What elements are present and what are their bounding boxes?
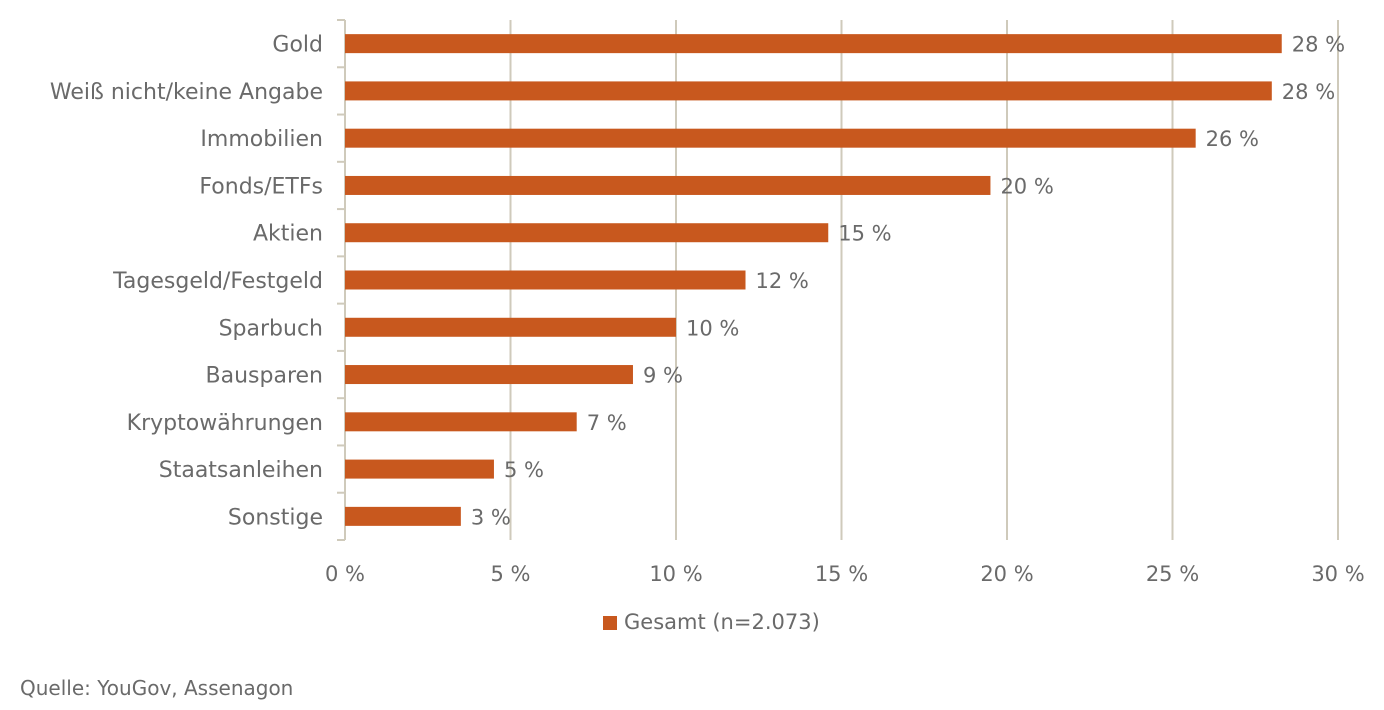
bar [345, 365, 633, 385]
value-label: 28 % [1292, 33, 1345, 57]
legend: Gesamt (n=2.073) [603, 610, 820, 634]
value-label: 10 % [686, 316, 739, 340]
value-label: 7 % [587, 411, 627, 435]
category-label: Immobilien [200, 127, 323, 152]
bar [345, 412, 577, 432]
value-label: 20 % [1000, 174, 1053, 198]
source-note: Quelle: YouGov, Assenagon [20, 676, 294, 700]
grid-lines [509, 20, 1339, 540]
category-labels: Gold Weiß nicht/keine Angabe Immobilien Fon… [50, 33, 323, 531]
category-label: Bausparen [206, 364, 323, 389]
x-tick-label: 0 % [325, 562, 365, 586]
category-label: Tagesgeld/Festgeld [112, 269, 323, 294]
category-label: Aktien [253, 222, 323, 247]
category-label: Sonstige [228, 505, 323, 530]
bar [345, 270, 746, 290]
bar [345, 34, 1282, 54]
bar [345, 175, 991, 195]
x-tick-label: 5 % [491, 562, 531, 586]
value-label: 9 % [643, 364, 683, 388]
category-axis [337, 19, 346, 541]
x-tick-label: 15 % [815, 562, 868, 586]
category-label: Sparbuch [219, 316, 323, 341]
category-label: Weiß nicht/keine Angabe [50, 80, 323, 105]
value-label: 28 % [1282, 80, 1335, 104]
category-label: Kryptowährungen [127, 411, 323, 436]
category-label: Gold [272, 33, 323, 58]
bar [345, 223, 829, 243]
value-label: 15 % [838, 222, 891, 246]
value-labels: 28 % 28 % 26 % 20 % 15 % 12 % 10 %9 % 7 % 5 % 3 % [471, 33, 1345, 530]
x-tick-labels: 0 % 5 % 10 % 15 % 20 % 25 % 30 % [325, 562, 1365, 586]
legend-swatch [603, 616, 617, 630]
legend-label: Gesamt (n=2.073) [624, 610, 820, 634]
x-tick-label: 30 % [1311, 562, 1364, 586]
value-label: 3 % [471, 505, 511, 529]
bar [345, 81, 1272, 101]
value-label: 12 % [756, 269, 809, 293]
x-tick-label: 10 % [649, 562, 702, 586]
bar [345, 128, 1196, 148]
category-label: Staatsanleihen [159, 458, 323, 483]
bars [345, 34, 1282, 526]
category-label: Fonds/ETFs [199, 174, 323, 199]
bar [345, 506, 461, 526]
x-tick-label: 25 % [1146, 562, 1199, 586]
bar [345, 317, 676, 337]
x-tick-label: 20 % [980, 562, 1033, 586]
bar [345, 459, 494, 479]
value-label: 26 % [1206, 127, 1259, 151]
bar-chart: Gold Weiß nicht/keine Angabe Immobilien Fon… [50, 19, 1365, 634]
value-label: 5 % [504, 458, 544, 482]
